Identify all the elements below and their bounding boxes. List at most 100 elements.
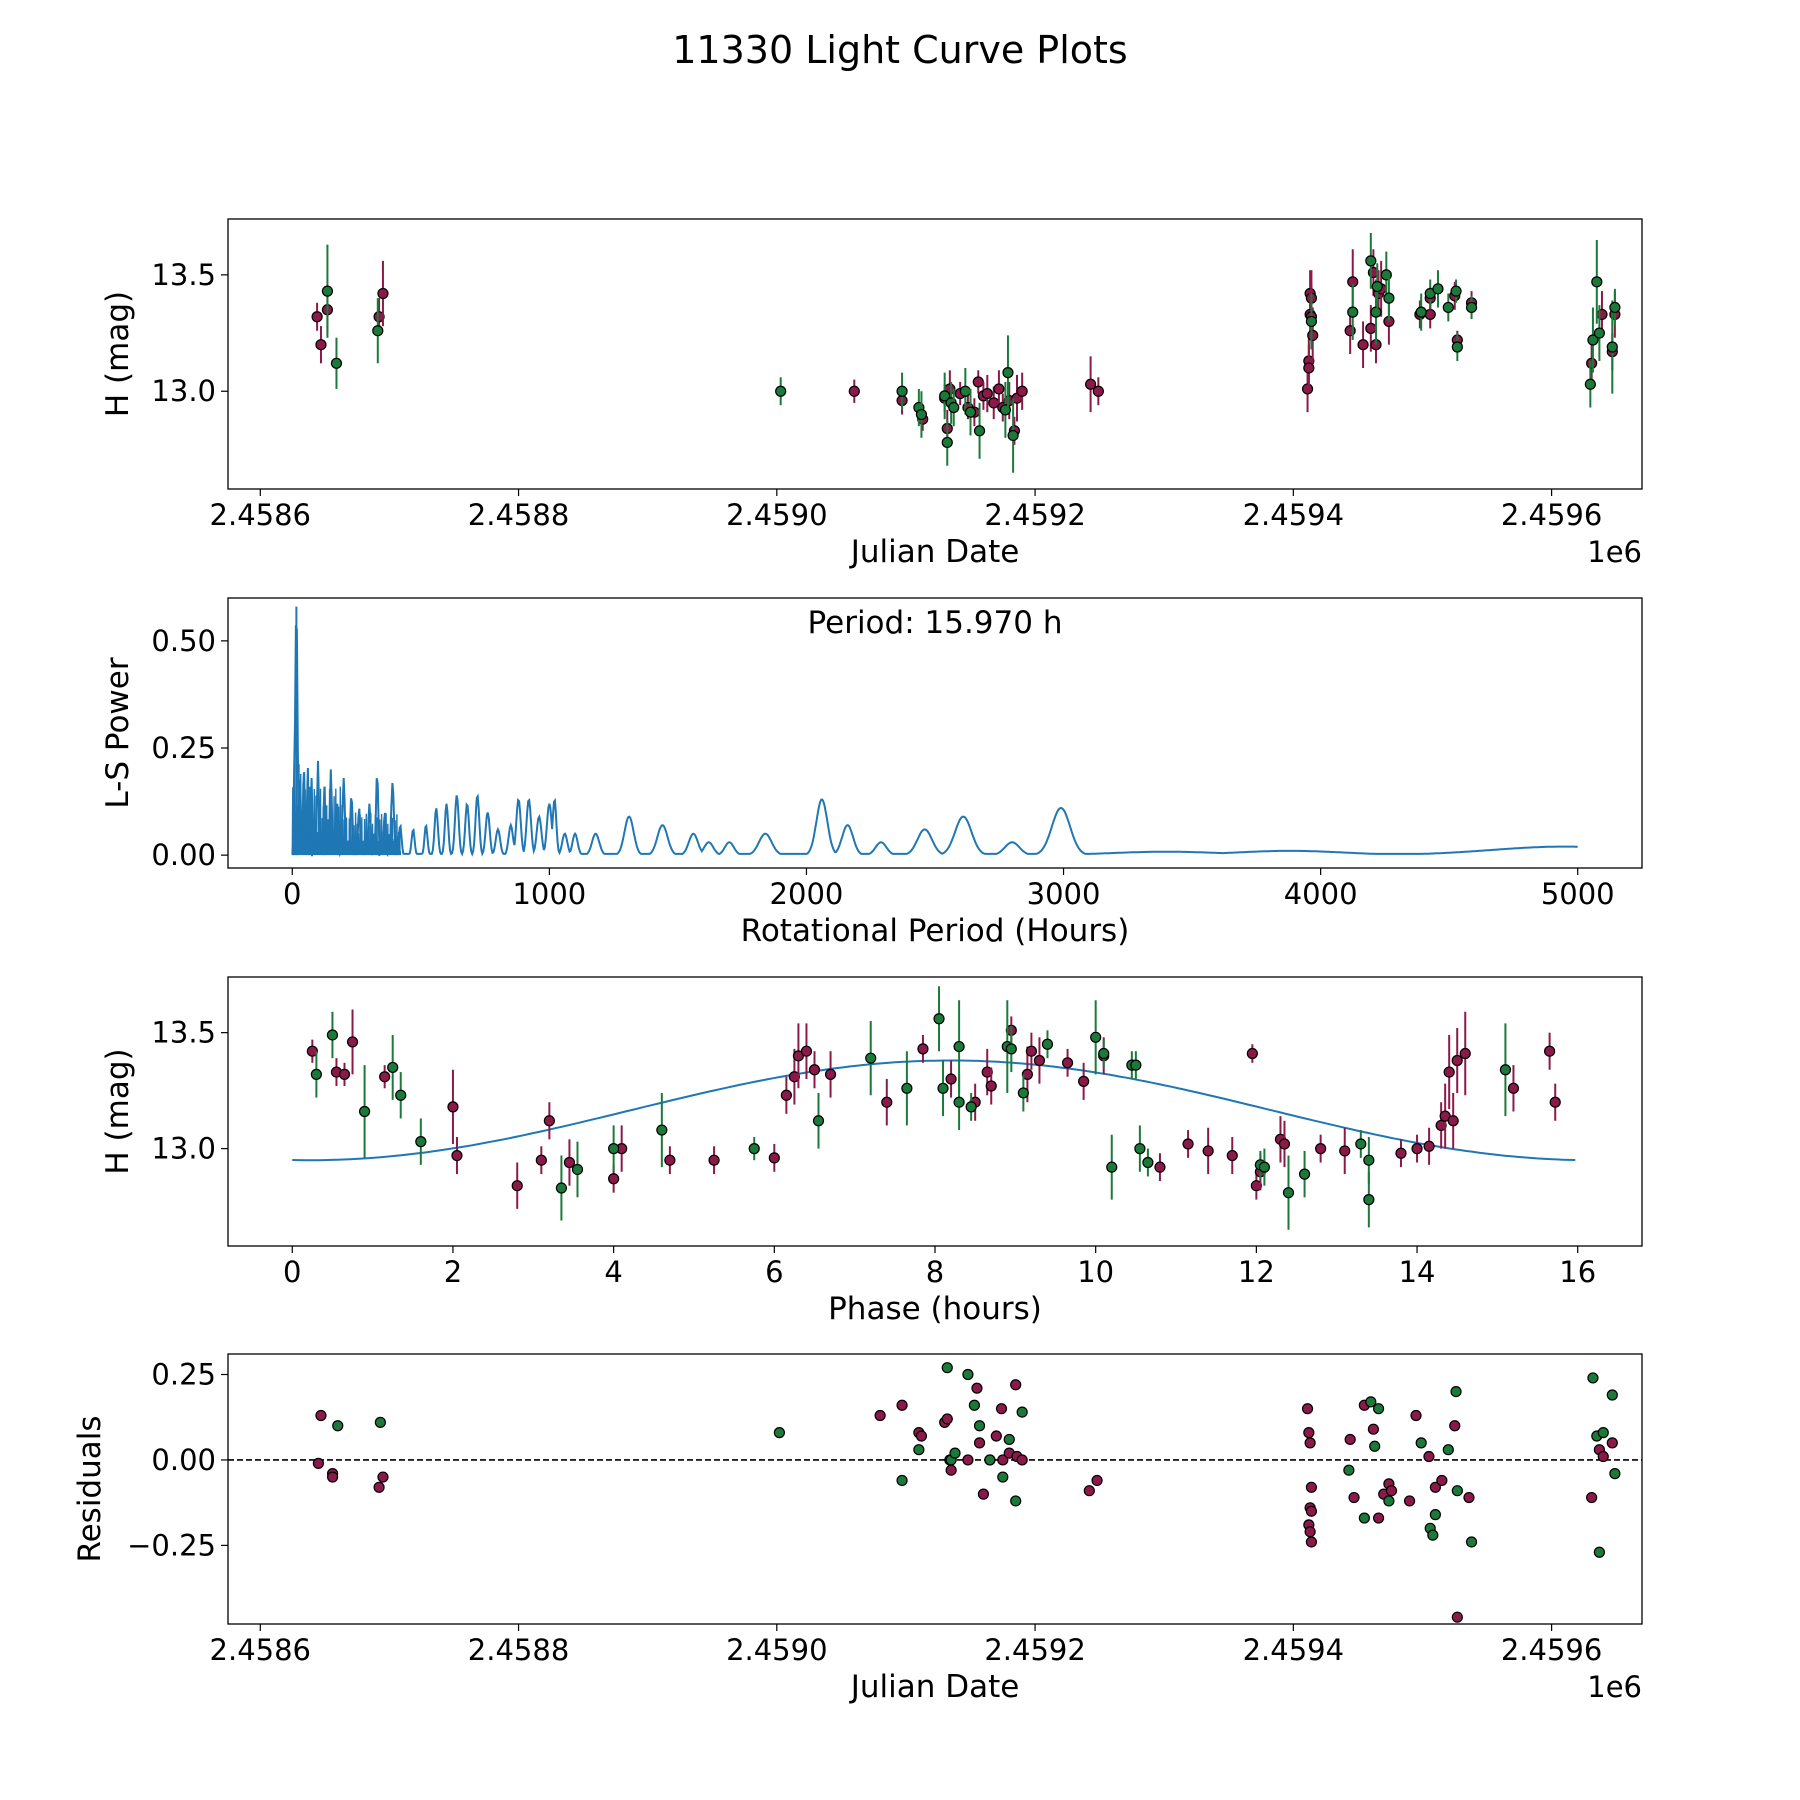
panel-4-axes: 2.4586 2.4588 2.4590 2.4592 2.4594 2.4596 −0.2… (72, 1358, 1642, 1705)
data-point (1090, 1031, 1102, 1043)
data-point (372, 325, 384, 337)
data-point (993, 383, 1005, 395)
x-tick-label: 12 (1238, 1255, 1275, 1289)
x-tick-label: 0 (283, 877, 301, 911)
x-tick-label: 2.4594 (1243, 498, 1344, 532)
data-point (1092, 385, 1104, 397)
data-point (1343, 1464, 1355, 1476)
data-point (373, 1481, 385, 1493)
data-point (977, 1488, 990, 1500)
x-tick-label: 2.4596 (1501, 498, 1602, 532)
data-point (995, 1403, 1008, 1415)
data-point (1154, 1161, 1166, 1173)
x-tick-label: 2.4592 (984, 498, 1085, 532)
data-point (990, 1430, 1002, 1442)
data-point (1593, 1546, 1605, 1558)
data-point (1007, 429, 1019, 442)
data-point (1371, 280, 1383, 293)
data-point (800, 1045, 813, 1057)
panel-4-frame (227, 1353, 1643, 1625)
data-point (773, 1427, 785, 1439)
period-annotation: Period: 15.970 h (808, 605, 1063, 641)
data-point (1465, 301, 1478, 314)
data-point (968, 1399, 980, 1411)
data-point (962, 1368, 974, 1381)
x-tick-label: 2 (444, 1255, 462, 1289)
data-point (865, 1052, 877, 1064)
data-point (1587, 1372, 1599, 1384)
data-point (330, 357, 343, 369)
data-point (1202, 1145, 1214, 1157)
figure-title: 11330 Light Curve Plots (672, 28, 1128, 72)
data-point (543, 1115, 555, 1127)
data-point (326, 1471, 339, 1483)
data-point (997, 1471, 1009, 1483)
data-point (358, 1105, 371, 1118)
data-point (973, 425, 986, 437)
data-point (1403, 1495, 1416, 1507)
data-point (563, 1156, 576, 1169)
data-point (1429, 1481, 1441, 1493)
data-point (945, 1464, 957, 1476)
data-point (1303, 1427, 1315, 1439)
data-point (1423, 1140, 1435, 1152)
y-tick-label: 13.0 (151, 1132, 216, 1166)
x-axis-label: Julian Date (849, 1669, 1020, 1705)
x-tick-label: 16 (1559, 1255, 1596, 1289)
data-point (780, 1089, 792, 1101)
data-point (1415, 1437, 1427, 1449)
data-point (1372, 1512, 1385, 1524)
data-point (1061, 1057, 1074, 1069)
data-point (1130, 1059, 1142, 1071)
data-point (1041, 1038, 1054, 1050)
data-point (988, 397, 1000, 409)
data-point (1348, 1491, 1360, 1504)
y-tick-label: 13.5 (151, 258, 216, 292)
data-point (1586, 357, 1598, 369)
data-point (1609, 301, 1621, 314)
data-point (768, 1152, 780, 1164)
data-point (1442, 301, 1454, 314)
data-point (1363, 1154, 1375, 1166)
panel-3-axes: 0 2 4 6 8 10 12 14 16 13.0 13.5 Phase (hours) H (mag… (100, 1016, 1596, 1327)
data-point (1106, 1161, 1118, 1173)
x-tick-label: 6 (765, 1255, 783, 1289)
data-point (748, 1143, 760, 1155)
data-point (972, 376, 984, 388)
data-point (1442, 1444, 1454, 1456)
data-point (377, 287, 389, 300)
data-point (1372, 1403, 1385, 1415)
data-point (1584, 378, 1596, 390)
data-point (1447, 1115, 1459, 1127)
data-point (608, 1143, 620, 1155)
data-point (1098, 1047, 1110, 1060)
data-point (1424, 308, 1436, 321)
data-point (1449, 1420, 1461, 1432)
data-point (415, 1136, 427, 1148)
x-tick-label: 3000 (1027, 877, 1101, 911)
data-point (387, 1061, 399, 1074)
data-point (608, 1173, 620, 1185)
data-point (949, 1447, 961, 1459)
data-point (326, 1029, 339, 1041)
x-tick-label: 1000 (512, 877, 586, 911)
y-tick-label: 0.00 (151, 1443, 216, 1477)
panel-1-frame (227, 218, 1643, 490)
data-point (1411, 1143, 1423, 1155)
y-tick-label: 0.50 (151, 624, 216, 658)
periodogram-line (291, 625, 1578, 858)
data-point (1395, 1147, 1407, 1159)
data-point (1298, 1168, 1311, 1180)
data-point (373, 311, 385, 323)
data-point (1339, 1145, 1351, 1157)
data-point (1017, 1087, 1029, 1099)
data-point (1246, 1047, 1258, 1060)
y-tick-label: 13.5 (151, 1016, 216, 1050)
data-point (1606, 341, 1618, 353)
panel-3-data (292, 986, 1576, 1230)
data-point (1304, 1526, 1316, 1538)
x-tick-label: 4000 (1284, 877, 1358, 911)
data-point (1451, 1611, 1463, 1623)
data-point (1549, 1096, 1561, 1108)
